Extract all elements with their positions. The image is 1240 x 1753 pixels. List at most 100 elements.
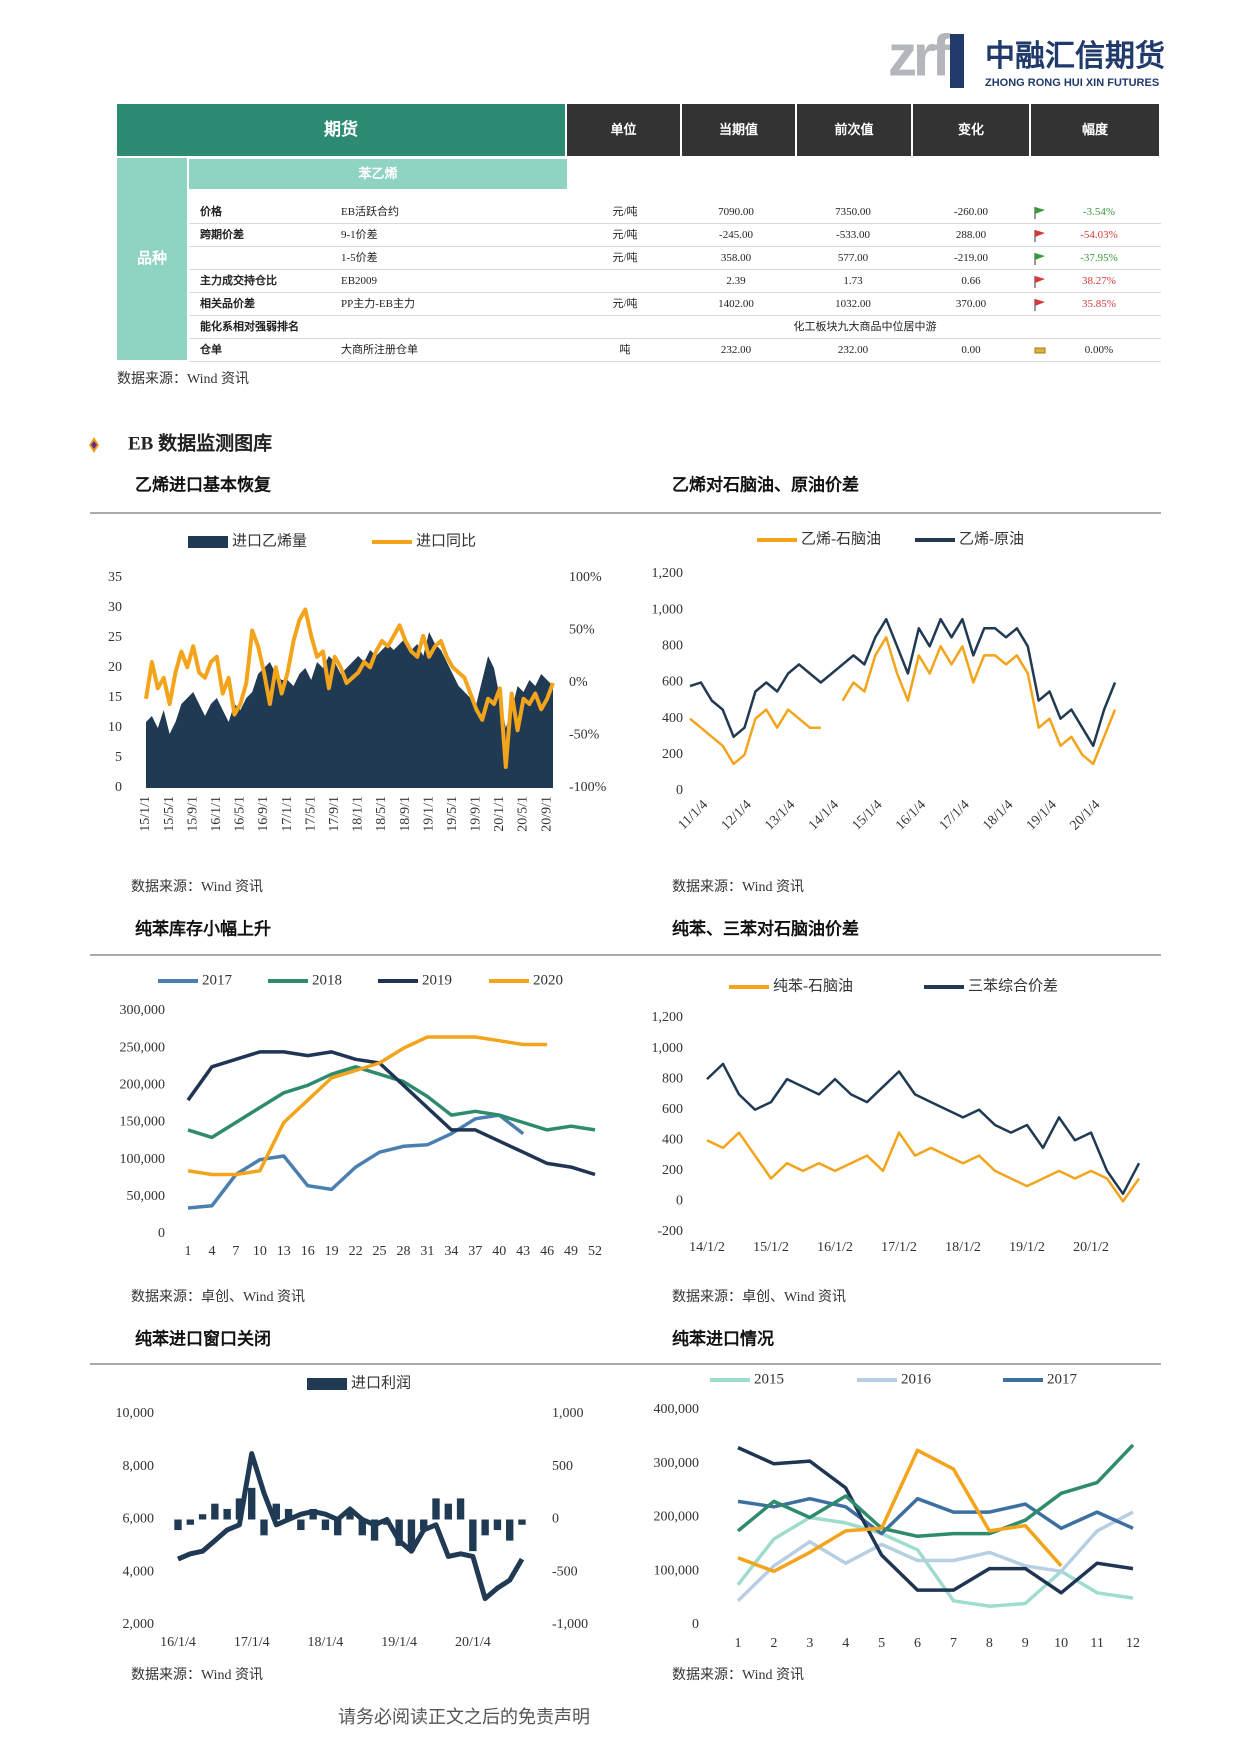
chart-source: 数据来源：卓创、Wind 资讯 — [672, 1289, 846, 1305]
x-tick-label: 4 — [842, 1636, 849, 1651]
row-item: EB活跃合约 — [341, 206, 400, 218]
section-icon — [89, 437, 99, 453]
table-header-cell: 单位 — [567, 104, 680, 156]
bar — [297, 1519, 305, 1531]
x-tick-label: 17/5/1 — [303, 796, 318, 832]
bar — [493, 1519, 502, 1531]
legend-swatch — [188, 536, 228, 548]
bar — [506, 1519, 514, 1541]
y-tick-label: 800 — [662, 639, 683, 654]
line — [736, 1510, 1134, 1603]
x-tick-label: 14/1/4 — [806, 797, 842, 833]
bar — [346, 1508, 354, 1520]
row-flag — [1033, 344, 1047, 357]
flag-icon — [1034, 347, 1046, 354]
x-tick-label: 18/1/4 — [980, 797, 1016, 833]
x-tick-label: 40 — [492, 1244, 506, 1259]
x-tick-label: 10 — [253, 1244, 267, 1259]
y-tick-label: 100,000 — [654, 1563, 700, 1578]
line — [689, 636, 1117, 766]
y-tick-label: 0 — [676, 1194, 683, 1209]
line — [736, 1515, 1134, 1608]
logo-mark: zrf — [888, 23, 952, 88]
chart-source: 数据来源：Wind 资讯 — [131, 1667, 263, 1683]
x-tick-label: 20/1/1 — [492, 796, 507, 832]
y-tick-label: 0 — [692, 1617, 699, 1632]
line — [737, 1446, 1134, 1595]
y2-tick-label: -1,000 — [552, 1617, 588, 1632]
row-line — [189, 315, 1161, 316]
y2-tick-label: 500 — [552, 1459, 573, 1474]
bar — [284, 1508, 293, 1520]
y2-tick-label: 1,000 — [552, 1406, 584, 1421]
x-tick-label: 12 — [1126, 1636, 1140, 1651]
bar — [334, 1519, 342, 1536]
bar — [420, 1519, 428, 1531]
x-tick-label: 16 — [301, 1244, 315, 1259]
y-tick-label: 300,000 — [120, 1003, 166, 1018]
flag-icon — [1034, 230, 1045, 242]
row-note: 化工板块九大商品中位居中游 — [793, 321, 937, 333]
row-pct: 38.27% — [1082, 275, 1116, 287]
line — [144, 607, 555, 769]
line — [689, 617, 1117, 748]
row-label: 相关品价差 — [200, 298, 255, 310]
row-flag — [1033, 229, 1047, 242]
x-tick-label: 28 — [396, 1244, 410, 1259]
row-line — [189, 292, 1161, 293]
y-tick-label: 4,000 — [123, 1564, 155, 1579]
x-tick-label: 16/1/4 — [160, 1635, 196, 1650]
row-previous: -533.00 — [836, 229, 870, 241]
row-item: PP主力-EB主力 — [341, 298, 415, 310]
legend-label: 2020 — [533, 972, 563, 988]
x-tick-label: 31 — [420, 1244, 434, 1259]
x-tick-label: 9 — [1022, 1636, 1029, 1651]
y-tick-label: 800 — [662, 1071, 683, 1086]
x-tick-label: 3 — [806, 1636, 813, 1651]
x-tick-label: 25 — [373, 1244, 387, 1259]
flag-icon — [1034, 207, 1045, 219]
area — [146, 632, 553, 788]
x-tick-label: 52 — [588, 1244, 602, 1259]
row-pct: -54.03% — [1080, 229, 1118, 241]
line — [737, 1496, 1134, 1536]
x-tick-label: 15/1/1 — [138, 796, 153, 832]
x-tick-label: 15/5/1 — [162, 796, 177, 832]
y-tick-label: 1,000 — [652, 1041, 684, 1056]
bar — [309, 1508, 317, 1520]
legend-label: 纯苯-石脑油 — [773, 977, 853, 994]
x-tick-label: 49 — [564, 1244, 578, 1259]
x-tick-label: 18/1/1 — [351, 796, 366, 832]
row-current: 232.00 — [720, 344, 752, 356]
x-tick-label: 7 — [950, 1636, 957, 1651]
y-tick-label: 50,000 — [127, 1189, 166, 1204]
table-source: 数据来源：Wind 资讯 — [117, 371, 249, 387]
y-tick-label: 1,200 — [652, 1010, 684, 1025]
row-previous: 577.00 — [837, 252, 869, 264]
row-item: 大商所注册仓单 — [341, 344, 418, 356]
y-tick-label: 20 — [108, 660, 122, 675]
line — [737, 1448, 1063, 1574]
bar — [223, 1508, 231, 1520]
y-tick-label: 200,000 — [120, 1078, 166, 1093]
x-tick-label: 4 — [208, 1244, 215, 1259]
x-tick-label: 7 — [232, 1244, 239, 1259]
x-tick-label: 14/1/2 — [689, 1240, 725, 1255]
chart-source: 数据来源：Wind 资讯 — [672, 1667, 804, 1683]
logo-accent — [950, 34, 964, 88]
legend-label: 乙烯-石脑油 — [801, 530, 881, 547]
x-tick-label: 15/1/2 — [753, 1240, 789, 1255]
bar — [211, 1503, 219, 1520]
row-flag — [1033, 252, 1047, 265]
y-tick-label: 0 — [676, 783, 683, 798]
x-tick-label: 19/1/2 — [1009, 1240, 1045, 1255]
x-tick-label: 37 — [468, 1244, 482, 1259]
bar — [407, 1519, 416, 1552]
row-flag — [1033, 275, 1047, 288]
y-tick-label: 100,000 — [120, 1152, 166, 1167]
row-change: 0.66 — [961, 275, 981, 287]
x-tick-label: 15/9/1 — [185, 796, 200, 832]
x-tick-label: 18/5/1 — [374, 796, 389, 832]
legend-label: 进口乙烯量 — [232, 532, 307, 549]
x-tick-label: 5 — [878, 1636, 885, 1651]
